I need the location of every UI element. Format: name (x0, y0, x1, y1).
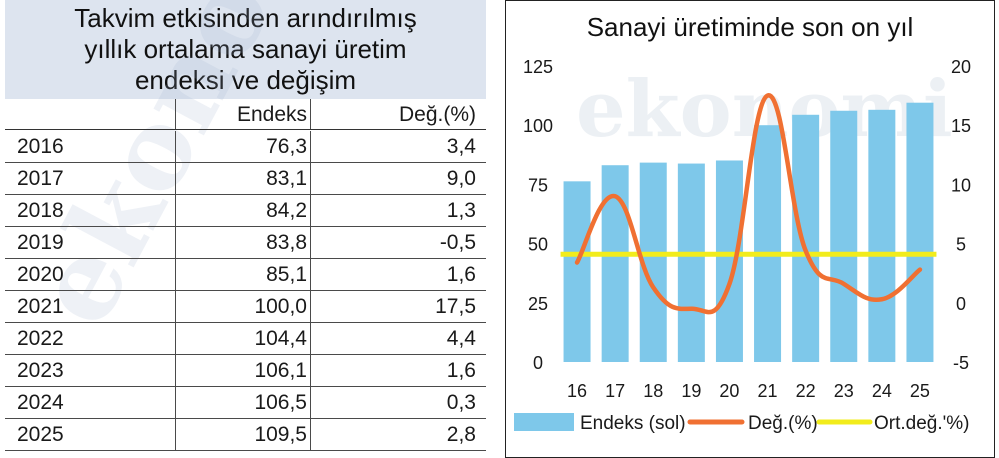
cell-change: 1,6 (310, 259, 486, 290)
series-line-change (574, 93, 923, 315)
left-axis-tick-label: 50 (528, 235, 548, 255)
cell-index: 83,8 (175, 227, 310, 258)
bar-endeks (868, 109, 896, 362)
bar-endeks (715, 160, 743, 362)
table-row: 2021 100,0 17,5 (5, 291, 486, 323)
legend-swatch-endeks (514, 413, 574, 431)
data-table: Takvim etkisinden arındırılmış yıllık or… (5, 0, 486, 458)
column-header-change: Değ.(%) (310, 99, 486, 129)
cell-index: 104,4 (175, 323, 310, 354)
cell-year: 2021 (17, 295, 64, 318)
cell-change: 3,4 (310, 131, 486, 162)
cell-year: 2023 (17, 359, 64, 382)
cell-change: 9,0 (310, 163, 486, 194)
x-axis-tick-label: 21 (758, 381, 778, 401)
cell-change: 0,3 (310, 387, 486, 418)
x-axis-tick-label: 18 (643, 381, 663, 401)
table-row: 2022 104,4 4,4 (5, 323, 486, 355)
left-axis-tick-label: 75 (528, 175, 548, 195)
table-title-line: endeksi ve değişim (134, 65, 357, 95)
x-axis-tick-label: 17 (605, 381, 625, 401)
right-axis-tick-label: 15 (951, 116, 971, 136)
cell-year: 2024 (17, 391, 64, 414)
left-axis-tick-label: 0 (533, 353, 543, 373)
cell-change: 4,4 (310, 323, 486, 354)
bar-endeks (563, 181, 591, 362)
table-row: 2024 106,5 0,3 (5, 387, 486, 419)
cell-index: 106,1 (175, 355, 310, 386)
x-axis-tick-label: 24 (872, 381, 892, 401)
table-row: 2017 83,1 9,0 (5, 163, 486, 195)
chart-title: Sanayi üretiminde son on yıl (586, 12, 914, 42)
bar-endeks (792, 114, 820, 363)
right-axis-tick-label: 10 (951, 175, 971, 195)
x-axis-tick-label: 25 (910, 381, 930, 401)
x-axis-tick-label: 16 (567, 381, 587, 401)
table-title-line: yıllık ortalama sanayi üretim (84, 34, 407, 64)
cell-year: 2020 (17, 263, 64, 286)
table-header: Takvim etkisinden arındırılmış yıllık or… (5, 0, 486, 99)
right-axis-tick-label: 0 (956, 294, 966, 314)
cell-year: 2017 (17, 167, 64, 190)
table-title-line: Takvim etkisinden arındırılmış (74, 3, 417, 33)
bar-endeks (906, 102, 934, 362)
cell-change: -0,5 (310, 227, 486, 258)
x-axis-tick-label: 20 (719, 381, 739, 401)
table-row: 2025 109,5 2,8 (5, 419, 486, 451)
cell-year: 2019 (17, 231, 64, 254)
table-header-row: Endeks Değ.(%) (5, 99, 486, 130)
cell-change: 1,3 (310, 195, 486, 226)
bar-endeks (677, 163, 705, 362)
x-axis-tick-label: 19 (681, 381, 701, 401)
cell-index: 76,3 (175, 131, 310, 162)
bar-endeks (754, 125, 782, 362)
column-header-index: Endeks (175, 99, 310, 129)
legend-label-average: Ort.değ.'%) (874, 413, 970, 434)
chart-panel: Sanayi üretiminde son on yıl ekonomi 0 25 5… (505, 0, 995, 458)
cell-index: 84,2 (175, 195, 310, 226)
cell-year: 2025 (17, 423, 64, 446)
cell-index: 83,1 (175, 163, 310, 194)
cell-year: 2022 (17, 327, 64, 350)
cell-index: 106,5 (175, 387, 310, 418)
right-axis-tick-label: 5 (956, 235, 966, 255)
cell-index: 85,1 (175, 259, 310, 290)
cell-index: 100,0 (175, 291, 310, 322)
table-row: 2023 106,1 1,6 (5, 355, 486, 387)
x-axis-tick-label: 23 (834, 381, 854, 401)
table-row: 2020 85,1 1,6 (5, 259, 486, 291)
left-axis-tick-label: 100 (523, 116, 553, 136)
bar-endeks (830, 110, 858, 362)
cell-change: 2,8 (310, 419, 486, 450)
cell-index: 109,5 (175, 419, 310, 450)
cell-year: 2018 (17, 199, 64, 222)
legend-label-endeks: Endeks (sol) (580, 413, 686, 434)
right-axis-tick-label: -5 (953, 353, 969, 373)
cell-change: 1,6 (310, 355, 486, 386)
cell-change: 17,5 (310, 291, 486, 322)
table-row: 2018 84,2 1,3 (5, 195, 486, 227)
legend-label-change: Değ.(%) (748, 413, 818, 434)
table-row: 2019 83,8 -0,5 (5, 227, 486, 259)
right-axis-tick-label: 20 (951, 57, 971, 77)
x-axis-tick-label: 22 (796, 381, 816, 401)
left-axis-tick-label: 125 (523, 57, 553, 77)
table-row: 2016 76,3 3,4 (5, 131, 486, 163)
left-axis-tick-label: 25 (528, 294, 548, 314)
cell-year: 2016 (17, 135, 64, 158)
table-title: Takvim etkisinden arındırılmış yıllık or… (5, 3, 486, 96)
